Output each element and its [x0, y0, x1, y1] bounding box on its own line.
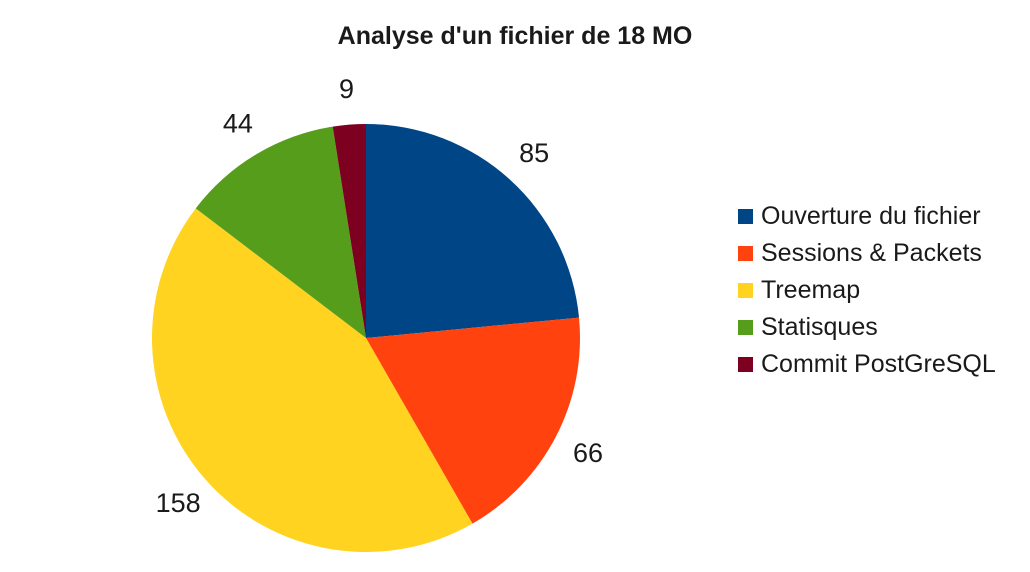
- legend-label: Commit PostGreSQL: [761, 350, 996, 378]
- pie-slice: [152, 208, 473, 552]
- legend-label: Statisques: [761, 313, 878, 341]
- legend-swatch: [738, 320, 753, 335]
- legend: Ouverture du fichier Sessions & Packets Tr…: [738, 198, 996, 383]
- pie-slice: [195, 126, 366, 339]
- chart-title: Analyse d'un fichier de 18 MO: [337, 22, 693, 50]
- pie-slice: [366, 124, 580, 338]
- slice-value-label: 9: [339, 74, 354, 104]
- legend-item: Ouverture du fichier: [738, 198, 996, 235]
- slice-value-label: 44: [223, 108, 253, 138]
- legend-item: Commit PostGreSQL: [738, 346, 996, 383]
- legend-label: Sessions & Packets: [761, 239, 982, 267]
- pie-slice: [332, 124, 366, 338]
- legend-item: Sessions & Packets: [738, 235, 996, 272]
- legend-swatch: [738, 357, 753, 372]
- legend-swatch: [738, 209, 753, 224]
- slice-value-label: 85: [519, 138, 549, 168]
- slice-value-label: 66: [573, 438, 603, 468]
- slice-value-label: 158: [156, 488, 201, 518]
- legend-item: Treemap: [738, 272, 996, 309]
- pie-slice: [366, 317, 580, 524]
- legend-label: Treemap: [761, 276, 861, 304]
- legend-label: Ouverture du fichier: [761, 202, 981, 230]
- legend-item: Statisques: [738, 309, 996, 346]
- legend-swatch: [738, 283, 753, 298]
- pie-value-labels: 85 66 158 44 9: [156, 74, 604, 518]
- legend-swatch: [738, 246, 753, 261]
- pie-slices: [152, 124, 580, 552]
